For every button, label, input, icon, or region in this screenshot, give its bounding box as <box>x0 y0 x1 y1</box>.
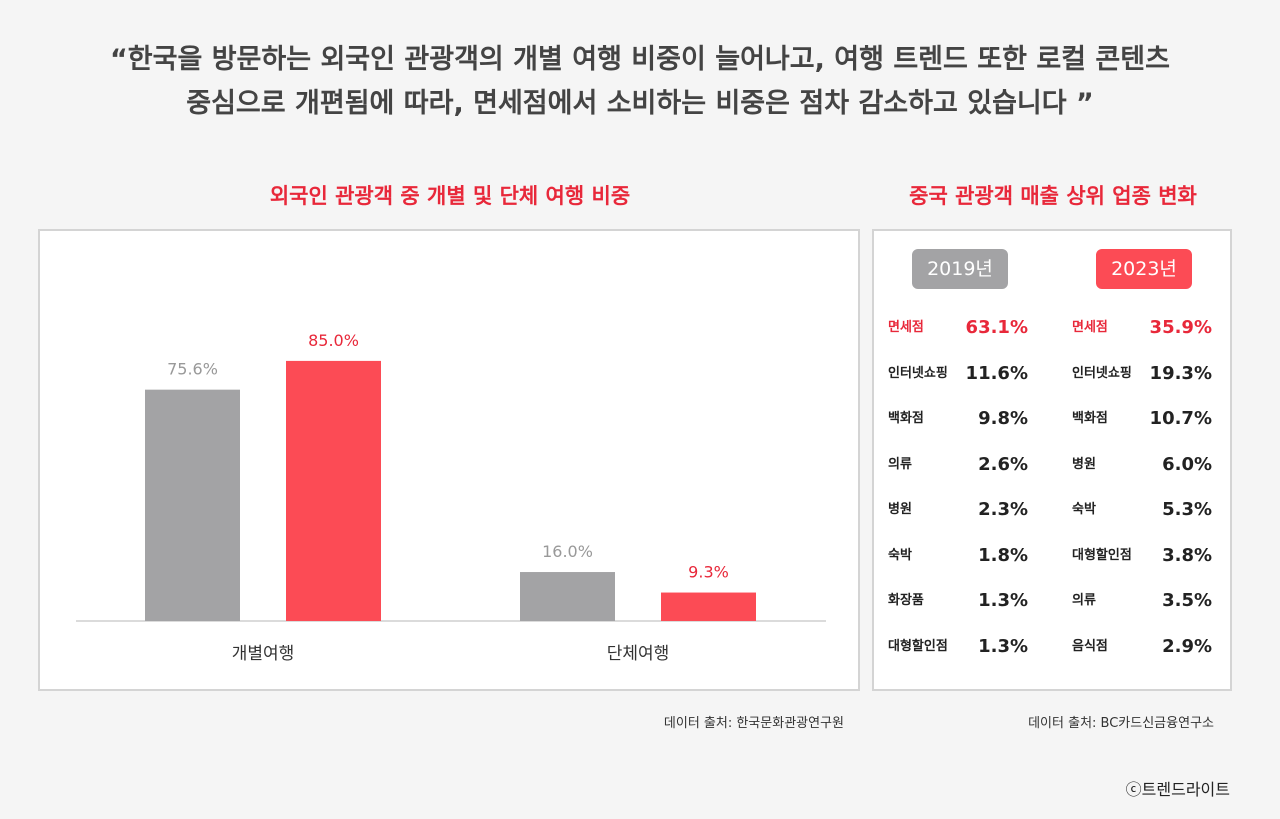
industry-share: 1.3% <box>978 590 1028 611</box>
industry-share: 2.9% <box>1162 635 1212 657</box>
industry-name: 면세점 <box>1072 320 1108 335</box>
industry-row: 인터넷쇼핑 11.6% <box>888 359 1028 389</box>
industry-row: 면세점 35.9% <box>1072 313 1212 343</box>
industry-share: 3.8% <box>1162 544 1212 566</box>
category-label: 개별여행 <box>232 644 295 664</box>
industry-row: 백화점 9.8% <box>888 404 1028 434</box>
industry-row: 숙박 5.3% <box>1072 495 1212 525</box>
industry-share: 11.6% <box>965 362 1028 384</box>
industry-name: 음식점 <box>1072 638 1108 654</box>
industry-share: 1.3% <box>978 635 1028 657</box>
industry-share: 2.6% <box>978 453 1028 475</box>
industry-name: 숙박 <box>1072 502 1096 517</box>
industry-row: 의류 3.5% <box>1072 586 1212 616</box>
bar-value-label: 16.0% <box>542 542 593 561</box>
bar-2-1 <box>520 572 615 621</box>
industry-name: 인터넷쇼핑 <box>888 365 948 381</box>
industry-name: 면세점 <box>888 320 924 335</box>
industry-name: 숙박 <box>888 547 912 563</box>
industry-name: 백화점 <box>888 411 924 426</box>
industry-row: 대형할인점 3.8% <box>1072 541 1212 571</box>
industry-share: 19.3% <box>1149 362 1212 384</box>
industry-name: 병원 <box>1072 456 1096 472</box>
quote-line-1: “한국을 방문하는 외국인 관광객의 개별 여행 비중이 늘어나고, 여행 트렌… <box>110 44 1170 75</box>
category-label: 단체여행 <box>607 644 670 664</box>
industry-share: 3.5% <box>1162 590 1212 611</box>
industry-row: 병원 2.3% <box>888 495 1028 525</box>
industry-share: 5.3% <box>1162 499 1212 520</box>
bar-value-label: 9.3% <box>688 563 729 582</box>
copyright-credit: ⓒ트렌드라이트 <box>1125 780 1230 799</box>
industry-row: 면세점 63.1% <box>888 313 1028 343</box>
industry-name: 대형할인점 <box>888 638 948 654</box>
quote-line-2: 중심으로 개편됨에 따라, 면세점에서 소비하는 비중은 점차 감소하고 있습니… <box>186 88 1094 119</box>
bar-1-2 <box>286 360 381 621</box>
bar-value-label: 75.6% <box>167 360 218 379</box>
right-data-source: 데이터 출처: BC카드신금융연구소 <box>1028 716 1214 731</box>
bar-chart: 75.6% 85.0% 개별여행 16.0% 9.3% 단체여행 <box>76 331 826 664</box>
industry-row: 대형할인점 1.3% <box>888 632 1028 662</box>
bar-1-1 <box>145 389 240 621</box>
industry-share: 6.0% <box>1162 453 1212 475</box>
bar-chart-panel: 75.6% 85.0% 개별여행 16.0% 9.3% 단체여행 <box>38 229 860 691</box>
industry-name: 의류 <box>888 456 912 472</box>
industry-row: 숙박 1.8% <box>888 541 1028 571</box>
industry-row: 음식점 2.9% <box>1072 632 1212 662</box>
industry-name: 의류 <box>1072 593 1096 608</box>
industry-row: 백화점 10.7% <box>1072 404 1212 434</box>
year-badge-2: 2023년 <box>1096 249 1192 289</box>
headline-quote: “한국을 방문하는 외국인 관광객의 개별 여행 비중이 늘어나고, 여행 트렌… <box>0 38 1280 126</box>
industry-share: 35.9% <box>1149 317 1212 338</box>
industry-row: 병원 6.0% <box>1072 450 1212 480</box>
industry-name: 화장품 <box>888 593 924 608</box>
industry-name: 백화점 <box>1072 411 1108 426</box>
industry-share: 2.3% <box>978 499 1028 520</box>
industry-share: 9.8% <box>978 408 1028 429</box>
industry-name: 병원 <box>888 502 912 517</box>
year-badge-1: 2019년 <box>912 249 1008 289</box>
left-data-source: 데이터 출처: 한국문화관광연구원 <box>663 716 844 731</box>
bar-value-label: 85.0% <box>308 331 359 350</box>
industry-name: 대형할인점 <box>1072 547 1132 563</box>
bar-2-2 <box>661 592 756 621</box>
right-table-title: 중국 관광객 매출 상위 업종 변화 <box>909 184 1197 208</box>
industry-share: 63.1% <box>965 317 1028 338</box>
industry-share: 1.8% <box>978 544 1028 566</box>
left-chart-title: 외국인 관광객 중 개별 및 단체 여행 비중 <box>269 184 631 208</box>
industry-row: 화장품 1.3% <box>888 586 1028 616</box>
industry-row: 인터넷쇼핑 19.3% <box>1072 359 1212 389</box>
industry-row: 의류 2.6% <box>888 450 1028 480</box>
industry-share: 10.7% <box>1149 408 1212 429</box>
industry-name: 인터넷쇼핑 <box>1072 365 1132 381</box>
